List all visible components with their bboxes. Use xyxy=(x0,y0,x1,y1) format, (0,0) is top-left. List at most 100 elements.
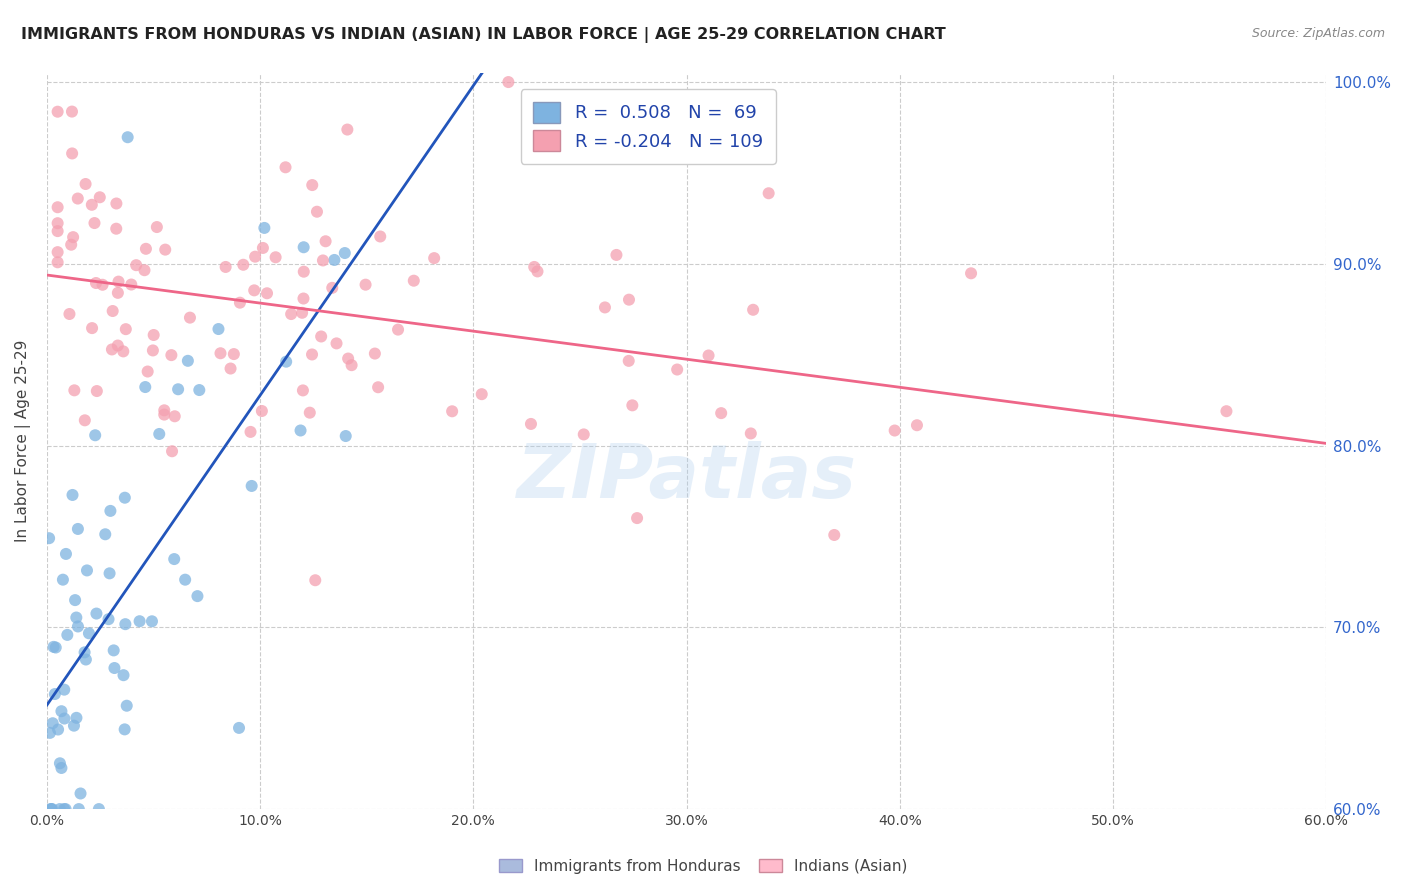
Point xyxy=(107,338,129,352)
Point xyxy=(107,285,129,300)
Point xyxy=(105,221,128,235)
Point xyxy=(46,723,69,737)
Point xyxy=(89,190,111,204)
Point xyxy=(264,250,287,264)
Point xyxy=(301,347,323,361)
Point xyxy=(112,668,135,682)
Point xyxy=(340,358,363,372)
Point xyxy=(758,186,780,201)
Point xyxy=(103,643,125,657)
Point xyxy=(742,302,765,317)
Point xyxy=(77,626,100,640)
Point xyxy=(188,383,211,397)
Point xyxy=(103,661,125,675)
Point xyxy=(97,612,120,626)
Point xyxy=(823,528,845,542)
Point xyxy=(621,398,644,412)
Point xyxy=(163,409,186,424)
Point xyxy=(62,488,84,502)
Point xyxy=(186,589,208,603)
Point xyxy=(697,349,720,363)
Point xyxy=(710,406,733,420)
Point xyxy=(290,424,312,438)
Text: Source: ZipAtlas.com: Source: ZipAtlas.com xyxy=(1251,27,1385,40)
Point xyxy=(134,263,156,277)
Point xyxy=(304,573,326,587)
Point xyxy=(75,652,97,666)
Point xyxy=(292,292,315,306)
Point xyxy=(73,645,96,659)
Point xyxy=(58,307,80,321)
Point xyxy=(141,615,163,629)
Point xyxy=(38,531,60,545)
Point xyxy=(52,573,75,587)
Point xyxy=(228,721,250,735)
Point xyxy=(219,361,242,376)
Point xyxy=(1215,404,1237,418)
Point xyxy=(336,122,359,136)
Point xyxy=(42,640,65,654)
Point xyxy=(46,216,69,230)
Point xyxy=(60,146,83,161)
Point xyxy=(572,427,595,442)
Point xyxy=(75,177,97,191)
Point xyxy=(115,698,138,713)
Point xyxy=(291,384,314,398)
Point xyxy=(402,274,425,288)
Point xyxy=(312,253,335,268)
Point xyxy=(471,387,494,401)
Point xyxy=(214,260,236,274)
Point xyxy=(364,346,387,360)
Legend: R =  0.508   N =  69, R = -0.204   N = 109: R = 0.508 N = 69, R = -0.204 N = 109 xyxy=(520,89,776,163)
Point xyxy=(49,802,72,816)
Point xyxy=(309,329,332,343)
Point xyxy=(605,248,627,262)
Point xyxy=(134,380,156,394)
Point xyxy=(67,802,90,816)
Point xyxy=(63,719,86,733)
Point xyxy=(222,347,245,361)
Point xyxy=(243,284,266,298)
Point xyxy=(593,301,616,315)
Point xyxy=(526,264,548,278)
Point xyxy=(315,234,337,248)
Point xyxy=(142,328,165,343)
Point xyxy=(333,246,356,260)
Point xyxy=(46,224,69,238)
Point xyxy=(100,504,122,518)
Point xyxy=(39,802,62,816)
Point xyxy=(337,351,360,366)
Point xyxy=(177,354,200,368)
Point xyxy=(167,382,190,396)
Point xyxy=(250,404,273,418)
Point xyxy=(69,787,91,801)
Point xyxy=(125,258,148,272)
Point xyxy=(523,260,546,274)
Point xyxy=(243,250,266,264)
Point xyxy=(883,424,905,438)
Point xyxy=(323,252,346,267)
Point xyxy=(56,628,79,642)
Point xyxy=(112,344,135,359)
Point xyxy=(960,266,983,280)
Point xyxy=(146,220,169,235)
Point xyxy=(253,221,276,235)
Point xyxy=(44,687,66,701)
Point xyxy=(252,241,274,255)
Point xyxy=(66,522,89,536)
Point xyxy=(114,491,136,505)
Point xyxy=(107,275,129,289)
Point xyxy=(153,403,176,417)
Point xyxy=(179,310,201,325)
Point xyxy=(298,406,321,420)
Point xyxy=(101,343,124,357)
Point xyxy=(209,346,232,360)
Point xyxy=(51,761,73,775)
Point xyxy=(63,593,86,607)
Point xyxy=(84,428,107,442)
Point xyxy=(321,281,343,295)
Point xyxy=(86,384,108,398)
Point xyxy=(740,426,762,441)
Point xyxy=(41,716,63,731)
Point xyxy=(114,617,136,632)
